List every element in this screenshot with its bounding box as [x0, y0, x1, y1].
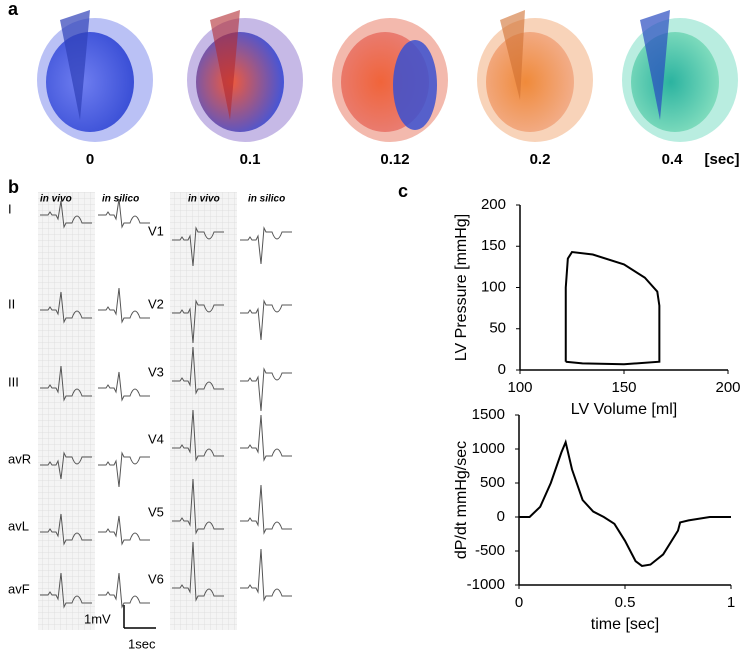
- x-tick-label: 150: [611, 379, 636, 396]
- y-tick-label: -500: [475, 542, 505, 559]
- panel-label: b: [8, 177, 19, 197]
- ecg-trace: [172, 299, 224, 344]
- lead-label: II: [8, 296, 15, 311]
- x-tick-label: 0: [515, 594, 523, 611]
- ecg-trace: [40, 291, 92, 324]
- x-tick-label: 200: [715, 379, 740, 396]
- ecg-trace: [98, 572, 150, 609]
- ecg-trace: [172, 346, 224, 395]
- x-tick-label: 0.5: [615, 594, 636, 611]
- ecg-trace: [40, 200, 92, 229]
- ecg-trace: [40, 451, 92, 480]
- lead-label: avR: [8, 451, 31, 466]
- y-tick-label: 200: [481, 196, 506, 213]
- panel-label: c: [398, 181, 408, 201]
- lead-label: V1: [148, 223, 164, 238]
- column-header: in vivo: [40, 194, 72, 205]
- y-axis-label: LV Pressure [mmHg]: [453, 214, 470, 361]
- heart: [477, 10, 593, 142]
- lead-label: V2: [148, 296, 164, 311]
- lead-label: avL: [8, 518, 29, 533]
- scale-label: 1sec: [128, 636, 156, 651]
- time-label: 0.4: [662, 151, 684, 168]
- ecg-grid: [38, 192, 95, 630]
- lead-label: V5: [148, 504, 164, 519]
- ecg-trace: [98, 371, 150, 402]
- y-tick-label: 1500: [472, 406, 505, 423]
- y-tick-label: 0: [498, 361, 506, 378]
- line: [519, 438, 731, 568]
- ecg-trace: [240, 414, 292, 462]
- ecg-grid: [170, 192, 237, 630]
- ecg-trace: [98, 198, 150, 229]
- ecg-trace: [240, 548, 292, 602]
- time-label: 0: [86, 151, 94, 168]
- lead-label: avF: [8, 581, 30, 596]
- ecg-trace: [98, 515, 150, 546]
- y-tick-label: 150: [481, 237, 506, 254]
- x-tick-label: 1: [727, 594, 735, 611]
- heart: [622, 10, 738, 142]
- y-tick-label: -1000: [467, 576, 505, 593]
- x-tick-label: 100: [507, 379, 532, 396]
- x-axis-label: LV Volume [ml]: [571, 401, 677, 418]
- y-tick-label: 500: [480, 474, 505, 491]
- lead-label: V6: [148, 571, 164, 586]
- ecg-trace: [40, 513, 92, 546]
- column-header: in silico: [248, 194, 285, 205]
- y-tick-label: 50: [489, 320, 506, 337]
- heart: [187, 10, 303, 142]
- panel-label: a: [8, 0, 19, 19]
- ecg-trace: [98, 451, 150, 488]
- y-axis-label: dP/dt mmHg/sec: [453, 441, 470, 559]
- heart-images: [37, 10, 738, 142]
- ecg-trace: [40, 365, 92, 402]
- y-tick-label: 0: [497, 508, 505, 525]
- time-label: 0.12: [380, 151, 409, 168]
- ecg-trace: [240, 367, 292, 412]
- lead-label: V3: [148, 364, 164, 379]
- scale-label: 1mV: [84, 611, 111, 626]
- ecg-trace: [172, 226, 224, 267]
- lead-label: III: [8, 374, 19, 389]
- heart: [37, 10, 153, 142]
- column-header: in silico: [102, 194, 139, 205]
- ecg-trace: [172, 478, 224, 535]
- ecg-trace: [40, 572, 92, 609]
- ecg-trace: [172, 541, 224, 602]
- x-axis-label: time [sec]: [591, 616, 659, 633]
- lead-label: I: [8, 201, 12, 216]
- time-label: 0.1: [240, 151, 261, 168]
- column-header: in vivo: [188, 194, 220, 205]
- time-label: 0.2: [530, 151, 551, 168]
- y-tick-label: 1000: [472, 440, 505, 457]
- lead-label: V4: [148, 431, 164, 446]
- ecg-trace: [98, 287, 150, 324]
- ecg-trace: [240, 484, 292, 535]
- ecg-trace: [240, 226, 292, 265]
- line: [564, 250, 661, 366]
- ecg-trace: [172, 409, 224, 462]
- time-unit: [sec]: [704, 151, 739, 168]
- ecg-trace: [240, 299, 292, 341]
- y-tick-label: 100: [481, 278, 506, 295]
- heart: [332, 18, 448, 142]
